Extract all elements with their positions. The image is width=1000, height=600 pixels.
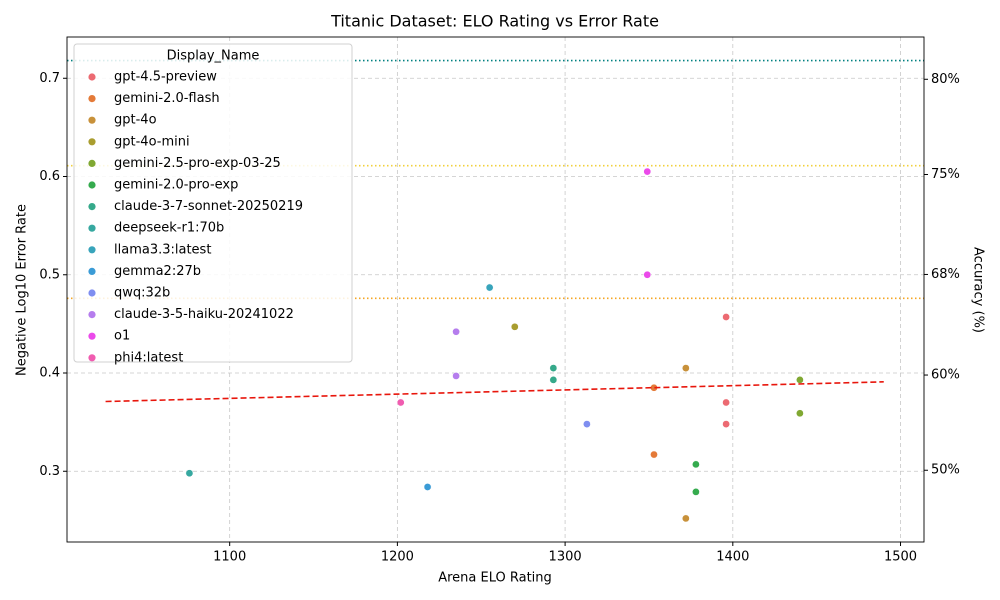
scatter-point: [692, 488, 700, 496]
scatter-point: [722, 420, 730, 428]
scatter-point: [692, 460, 700, 469]
scatter-point: [549, 376, 558, 384]
y-tick-label: 0.4: [39, 366, 60, 381]
legend-label: deepseek-r1:70b: [114, 221, 224, 236]
scatter-point: [682, 364, 690, 372]
legend-marker: [88, 311, 96, 319]
x-tick-label: 1500: [884, 550, 917, 565]
y2-tick-label: 68%: [931, 267, 960, 282]
y-tick-label: 0.6: [39, 169, 60, 184]
y2-tick-label: 60%: [931, 368, 960, 383]
y2-tick-label: 50%: [931, 463, 960, 478]
plot-frame: [66, 36, 925, 543]
legend-label: gemini-2.0-pro-exp: [114, 178, 238, 193]
legend-marker: [88, 116, 96, 124]
y-tick-label: 0.5: [39, 267, 60, 282]
legend-label: llama3.3:latest: [114, 242, 211, 257]
scatter-point: [510, 322, 519, 331]
chart-title: Titanic Dataset: ELO Rating vs Error Rat…: [330, 12, 659, 31]
scatter-point: [452, 372, 460, 380]
legend-marker: [88, 159, 96, 167]
y2-tick-label: 80%: [931, 72, 960, 87]
legend-marker: [88, 73, 96, 81]
legend-marker: [88, 95, 96, 103]
legend-label: qwq:32b: [114, 286, 170, 301]
legend-label: claude-3-5-haiku-20241022: [114, 307, 294, 322]
legend-marker: [88, 289, 96, 297]
scatter-point: [583, 420, 591, 428]
legend-label: gemini-2.0-flash: [114, 91, 220, 106]
legend-label: gpt-4o-mini: [114, 134, 190, 149]
trend-line: [105, 381, 884, 403]
legend-marker: [88, 332, 96, 340]
legend-title: Display_Name: [167, 49, 260, 64]
legend-label: phi4:latest: [114, 350, 183, 365]
legend-label: gemma2:27b: [114, 264, 201, 279]
scatter-point: [423, 483, 432, 491]
legend-marker: [88, 267, 96, 275]
scatter-point: [185, 469, 194, 478]
y2-axis-label: Accuracy (%): [971, 247, 986, 333]
y2-tick-label: 75%: [931, 167, 960, 182]
legend-marker: [88, 203, 96, 211]
scatter-point: [396, 398, 405, 407]
scatter-point: [796, 409, 804, 418]
legend-label: claude-3-7-sonnet-20250219: [114, 199, 303, 214]
legend-marker: [88, 138, 96, 146]
legend-marker: [88, 224, 96, 232]
legend-marker: [88, 181, 96, 189]
legend-label: gemini-2.5-pro-exp-03-25: [114, 156, 281, 171]
scatter-point: [549, 364, 558, 372]
x-tick-label: 1200: [381, 550, 414, 565]
legend-marker: [88, 246, 96, 254]
scatter-point: [682, 514, 690, 523]
scatter-point: [796, 376, 804, 384]
legend-box: [73, 43, 353, 363]
x-tick-label: 1400: [716, 550, 749, 565]
scatter-point: [452, 327, 460, 336]
scatter-point: [722, 398, 730, 407]
y-tick-label: 0.7: [39, 71, 60, 86]
scatter-point: [485, 283, 494, 292]
x-axis-label: Arena ELO Rating: [438, 571, 552, 586]
scatter-point: [643, 167, 652, 176]
x-tick-label: 1300: [549, 550, 582, 565]
y-axis-label: Negative Log10 Error Rate: [15, 204, 30, 376]
scatter-point: [643, 270, 652, 279]
legend-label: gpt-4o: [114, 113, 157, 128]
x-tick-label: 1100: [213, 550, 246, 565]
scatter-point: [650, 450, 658, 459]
legend-marker: [88, 354, 96, 362]
legend-label: o1: [114, 329, 130, 344]
scatter-point: [722, 313, 730, 321]
y-tick-label: 0.3: [39, 464, 60, 479]
legend-label: gpt-4.5-preview: [114, 70, 217, 85]
